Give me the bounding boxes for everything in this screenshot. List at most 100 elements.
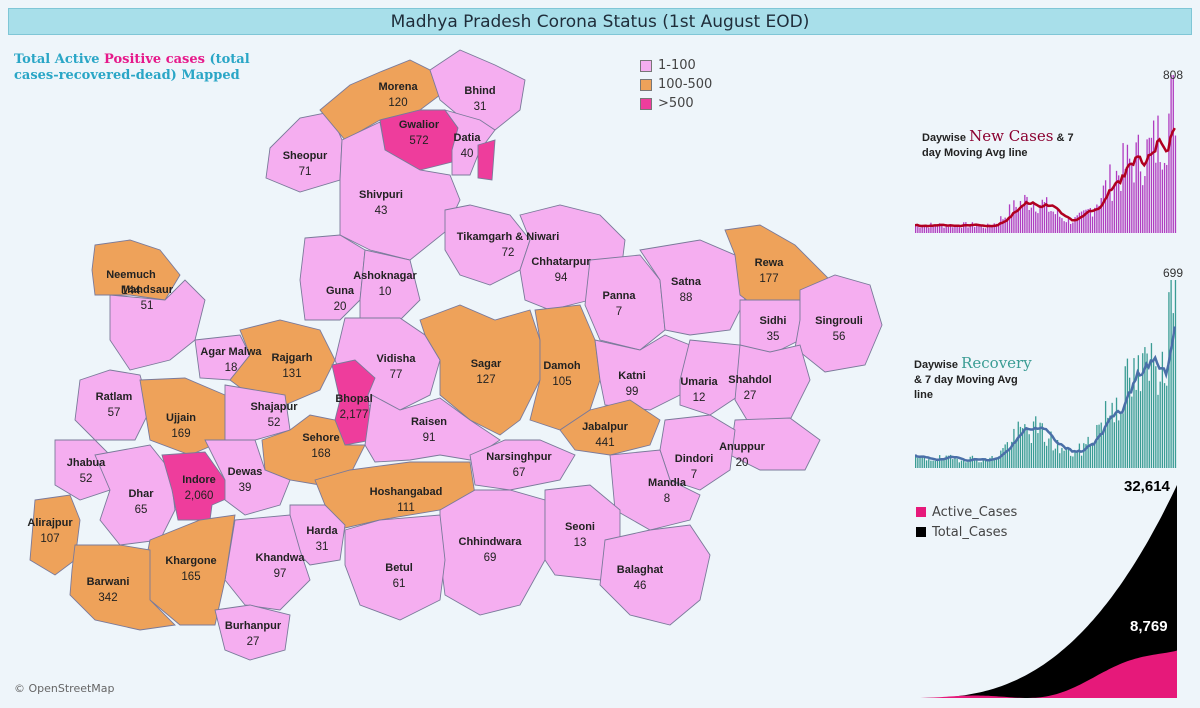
daily-bar [941, 224, 943, 233]
daily-bar [1126, 358, 1129, 468]
daily-bar [1002, 219, 1004, 233]
subtitle-part-3: (total cases-recovered-dead) Mapped [14, 52, 250, 83]
daily-bar [915, 225, 917, 233]
district-name-alirajpur: Alirajpur [27, 517, 73, 529]
daily-bar [1146, 353, 1148, 468]
district-name-ratlam: Ratlam [96, 391, 133, 403]
daily-bar [1148, 380, 1150, 468]
daily-bar [1120, 413, 1122, 468]
daily-bar [1133, 358, 1135, 468]
daily-bar [1174, 135, 1177, 233]
district-name-chhindwara: Chhindwara [459, 536, 523, 548]
daily-bar [1139, 391, 1142, 468]
daily-bar [1152, 120, 1155, 233]
daily-bar [1118, 420, 1120, 468]
district-value-chhatarpur: 94 [555, 272, 568, 284]
district-name-jhabua: Jhabua [67, 457, 106, 469]
district-value-indore: 2,060 [185, 490, 214, 502]
daily-bar [925, 460, 928, 468]
daily-bar [1067, 217, 1070, 233]
daily-bar [1155, 366, 1157, 468]
district-name-anuppur: Anuppur [719, 441, 766, 453]
district-name-chhatarpur: Chhatarpur [531, 256, 591, 268]
district-barwani [69, 544, 176, 631]
recovery-label-highlight: Recovery [961, 354, 1032, 372]
daily-bar [934, 460, 936, 468]
district-labels: Morena 120 Bhind 31 Gwalior 572 Datia 40 Sheopur… [27, 81, 862, 648]
daily-bar [1083, 443, 1085, 468]
moving-average-line [915, 127, 1176, 228]
daily-bar [921, 456, 923, 468]
daily-bar [1000, 450, 1002, 468]
daily-bar [989, 457, 991, 468]
daily-bar [1032, 201, 1035, 233]
district-datia [443, 109, 496, 176]
daily-bar [1048, 211, 1050, 233]
daily-bar [1043, 441, 1046, 468]
new-cases-label-prefix: Daywise [922, 132, 970, 144]
daily-bar [932, 224, 934, 233]
map-legend: 1-100 100-500 >500 [640, 56, 712, 113]
cumulative-legend: Active_Cases Total_Cases [916, 502, 1017, 542]
daily-bar [980, 462, 982, 468]
district-name-sidhi: Sidhi [760, 315, 787, 327]
daily-bar [1166, 385, 1168, 468]
daily-bar [1063, 450, 1065, 468]
daily-bar [1085, 209, 1087, 233]
daily-bar [965, 222, 967, 233]
daily-bar [997, 456, 1000, 468]
daily-bar [1032, 421, 1035, 468]
district-value-neemuch: 144 [121, 285, 141, 297]
district-value-sagar: 127 [476, 374, 495, 386]
district-name-shajapur: Shajapur [250, 401, 298, 413]
daily-bar [958, 227, 960, 233]
daily-bar [967, 227, 969, 233]
daily-bar [1159, 381, 1161, 468]
daily-bar [932, 460, 934, 468]
daily-bar [1089, 443, 1091, 468]
legend-label: Active_Cases [932, 504, 1018, 520]
district-name-shahdol: Shahdol [728, 374, 771, 386]
district-name-umaria: Umaria [680, 376, 718, 388]
daily-bar [1131, 163, 1133, 233]
district-value-burhanpur: 27 [247, 636, 260, 648]
daily-bar [1043, 202, 1046, 233]
daily-bar [1094, 207, 1096, 233]
daily-bar [1037, 213, 1039, 233]
daily-bar [978, 224, 980, 233]
district-name-burhanpur: Burhanpur [225, 620, 282, 632]
recovery-label-prefix: Daywise [914, 359, 962, 371]
district-value-barwani: 342 [98, 592, 117, 604]
daily-bar [1052, 211, 1054, 233]
daily-bar [1017, 421, 1019, 468]
daily-bar [1104, 180, 1107, 233]
daily-bar [1039, 204, 1041, 233]
district-value-singrouli: 56 [833, 331, 846, 343]
daily-bar [967, 461, 969, 468]
district-name-jabalpur: Jabalpur [582, 421, 629, 433]
daily-bar [978, 462, 980, 468]
daily-bar [1046, 445, 1048, 468]
daily-bar [1128, 158, 1131, 233]
daily-bar [1113, 183, 1115, 233]
district-name-tikamgarh-niwari: Tikamgarh & Niwari [457, 231, 560, 243]
daily-bar [917, 224, 919, 233]
daily-bar [1174, 280, 1177, 468]
district-value-panna: 7 [616, 306, 622, 318]
daily-bar [982, 227, 984, 233]
daily-bar [934, 225, 936, 233]
daily-bar [1072, 222, 1074, 233]
daily-bar [995, 457, 998, 468]
daily-bar [1048, 438, 1050, 468]
daily-bar [1080, 455, 1083, 468]
legend-item: >500 [640, 94, 712, 113]
daily-bar [1030, 443, 1033, 468]
daily-bar [1159, 162, 1161, 233]
district-value-khandwa: 97 [274, 568, 287, 580]
district-value-hoshangabad: 111 [397, 502, 414, 514]
legend-swatch [640, 78, 652, 91]
daily-bar [956, 225, 958, 233]
district-name-mandla: Mandla [648, 477, 687, 489]
daily-bar [969, 456, 971, 468]
district-khandwa [224, 514, 311, 611]
